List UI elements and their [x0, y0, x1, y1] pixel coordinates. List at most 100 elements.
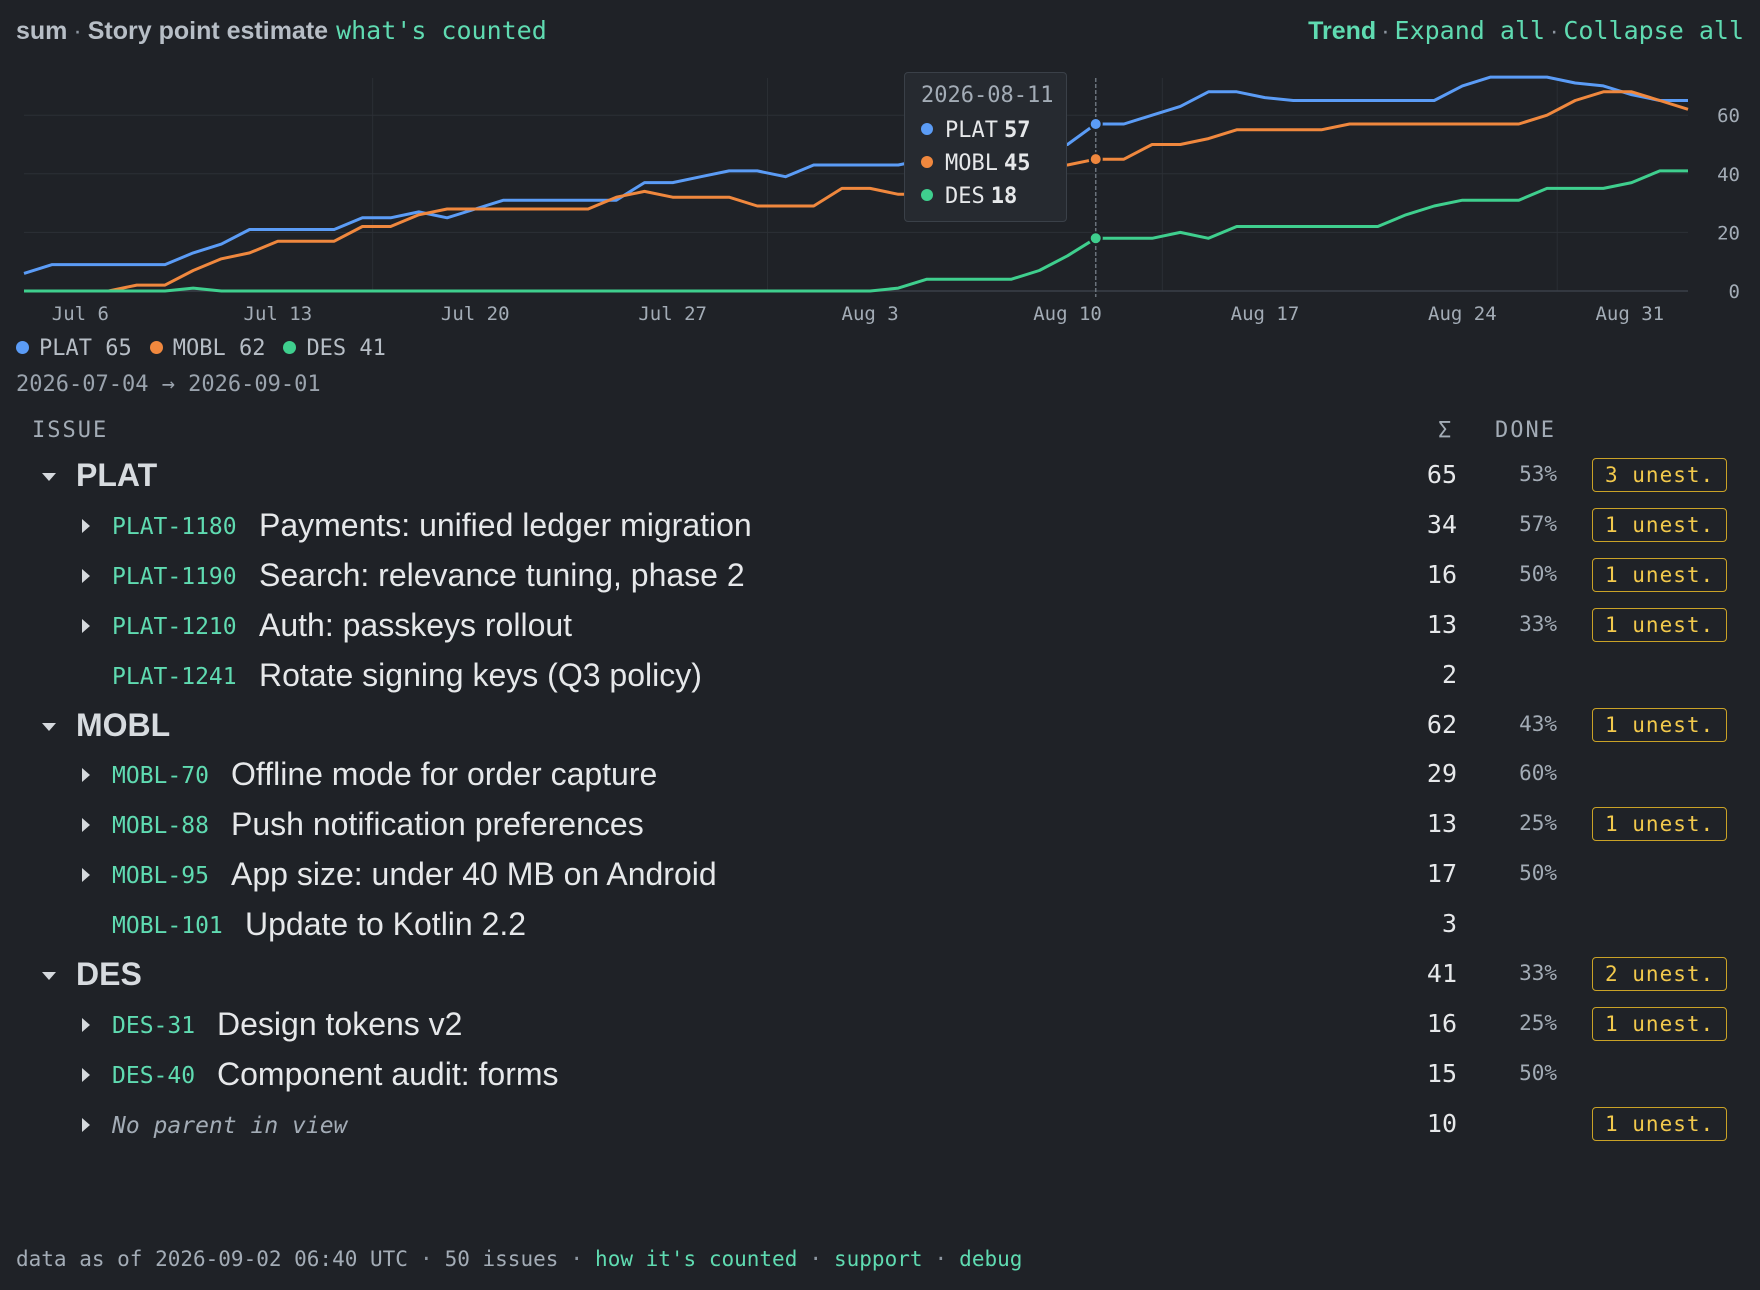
- chevron-right-icon[interactable]: [82, 1017, 90, 1032]
- unestimated-badge[interactable]: 1 unest.: [1592, 607, 1728, 642]
- separator: ·: [809, 1247, 822, 1271]
- unestimated-badge[interactable]: 2 unest.: [1592, 957, 1728, 991]
- x-tick-label: Jul 20: [441, 303, 510, 325]
- tooltip-row-plat: PLAT 57: [921, 114, 1066, 147]
- sum-value: 13: [1426, 809, 1457, 839]
- group-row-mobl[interactable]: MOBL 62 43% 1 unest.: [0, 698, 1760, 754]
- trend-chart[interactable]: 0 20 40 60 Jul 6 Jul 13 Jul 20 Jul 27 Aug 3 Aug 1…: [0, 58, 1760, 336]
- sum-value: 65: [1426, 460, 1457, 489]
- unestimated-badge[interactable]: 1 unest.: [1592, 707, 1728, 742]
- issue-row[interactable]: PLAT-1241 Rotate signing keys (Q3 policy)…: [0, 648, 1760, 704]
- trend-toggle[interactable]: Trend: [1308, 17, 1377, 45]
- issue-key-link[interactable]: MOBL-101: [112, 913, 223, 940]
- unestimated-badge[interactable]: 1 unest.: [1592, 1006, 1728, 1041]
- separator: ·: [419, 1247, 433, 1271]
- issue-row[interactable]: No parent in view 10 1 unest.: [0, 1097, 1760, 1153]
- top-bar: sum · Story point estimate what's counted T…: [16, 14, 1744, 50]
- issue-key-link[interactable]: PLAT-1190: [112, 563, 237, 590]
- column-header-sum: Σ: [1438, 418, 1454, 443]
- issue-key-link[interactable]: MOBL-70: [112, 763, 209, 790]
- series-line-mobl: [24, 90, 1689, 293]
- done-percent: 53%: [1519, 462, 1557, 486]
- unestimated-badge[interactable]: 1 unest.: [1592, 1106, 1728, 1141]
- chevron-down-icon[interactable]: [42, 473, 56, 481]
- issue-title: Rotate signing keys (Q3 policy): [259, 656, 702, 693]
- how-counted-link[interactable]: how it's counted: [595, 1247, 798, 1271]
- issue-row[interactable]: PLAT-1190 Search: relevance tuning, phase…: [0, 548, 1760, 604]
- issue-title: Component audit: forms: [217, 1055, 559, 1092]
- no-parent-label: No parent in view: [112, 1112, 348, 1139]
- issue-key-link[interactable]: PLAT-1180: [112, 513, 237, 540]
- issue-row[interactable]: MOBL-101 Update to Kotlin 2.2 3: [0, 897, 1760, 953]
- table-header: ISSUE Σ DONE: [0, 416, 1760, 448]
- tooltip-series-name: MOBL: [945, 151, 998, 176]
- separator: ·: [73, 17, 82, 45]
- done-percent: 33%: [1519, 611, 1557, 636]
- legend-label: DES 41: [306, 336, 386, 361]
- issue-row[interactable]: DES-40 Component audit: forms 15 50%: [0, 1047, 1760, 1103]
- done-percent: 43%: [1519, 711, 1557, 736]
- separator: ·: [1381, 17, 1390, 45]
- unestimated-badge[interactable]: 1 unest.: [1592, 507, 1728, 542]
- chevron-down-icon[interactable]: [42, 972, 56, 980]
- unestimated-badge[interactable]: 1 unest.: [1592, 557, 1728, 592]
- issue-title: Search: relevance tuning, phase 2: [259, 556, 745, 593]
- unestimated-badge[interactable]: 1 unest.: [1592, 807, 1728, 842]
- collapse-all-button[interactable]: Collapse all: [1563, 16, 1744, 45]
- aggregation-label: sum: [16, 17, 68, 45]
- data-timestamp: data as of 2026-09-02 06:40 UTC: [16, 1247, 408, 1271]
- tooltip-series-value: 57: [1003, 118, 1031, 143]
- chevron-down-icon[interactable]: [42, 722, 56, 731]
- legend-dot-icon: [16, 340, 29, 354]
- chevron-right-icon[interactable]: [82, 1067, 90, 1082]
- date-range: 2026-07-04 → 2026-09-01: [16, 372, 321, 397]
- tooltip-series-name: PLAT: [945, 118, 998, 143]
- legend-dot-icon: [149, 340, 163, 354]
- issue-key-link[interactable]: PLAT-1241: [112, 663, 237, 690]
- group-label: PLAT: [76, 457, 158, 493]
- legend-item[interactable]: MOBL 62: [149, 336, 265, 361]
- sum-value: 13: [1426, 609, 1457, 639]
- issue-row[interactable]: MOBL-70 Offline mode for order capture 29 6…: [0, 747, 1760, 803]
- group-label: DES: [76, 956, 142, 992]
- legend-item[interactable]: DES 41: [283, 336, 386, 361]
- series-dot-icon: [921, 189, 933, 201]
- chart-legend: PLAT 65 MOBL 62 DES 41: [16, 336, 404, 361]
- support-link[interactable]: support: [834, 1247, 923, 1271]
- unestimated-badge[interactable]: 3 unest.: [1592, 458, 1728, 492]
- expand-all-button[interactable]: Expand all: [1394, 16, 1546, 45]
- whats-counted-link[interactable]: what's counted: [336, 16, 547, 45]
- chevron-right-icon[interactable]: [82, 518, 90, 533]
- issue-key-link[interactable]: MOBL-88: [112, 813, 209, 840]
- y-tick-label: 60: [1717, 105, 1740, 127]
- legend-item[interactable]: PLAT 65: [16, 336, 132, 361]
- sum-value: 16: [1426, 559, 1457, 589]
- issue-key-link[interactable]: DES-40: [112, 1062, 196, 1089]
- issue-row[interactable]: PLAT-1210 Auth: passkeys rollout 13 33% 1 un…: [0, 598, 1760, 654]
- chevron-right-icon[interactable]: [82, 818, 90, 833]
- done-percent: 60%: [1519, 761, 1557, 786]
- y-tick-label: 20: [1717, 222, 1740, 244]
- done-percent: 50%: [1519, 1060, 1557, 1085]
- group-row-plat[interactable]: PLAT 65 53% 3 unest.: [0, 448, 1760, 504]
- chevron-right-icon[interactable]: [82, 568, 90, 583]
- issue-key-link[interactable]: MOBL-95: [112, 863, 209, 890]
- issue-row[interactable]: MOBL-95 App size: under 40 MB on Android 1…: [0, 847, 1760, 903]
- issue-row[interactable]: MOBL-88 Push notification preferences 13 25…: [0, 797, 1760, 853]
- separator: ·: [570, 1247, 584, 1271]
- chevron-right-icon[interactable]: [82, 868, 90, 883]
- sum-value: 17: [1426, 859, 1457, 889]
- x-tick-label: Jul 6: [52, 303, 109, 325]
- view-controls: Trend · Expand all · Collapse all: [1308, 16, 1744, 46]
- group-row-des[interactable]: DES 41 33% 2 unest.: [0, 947, 1760, 1003]
- debug-link[interactable]: debug: [959, 1247, 1023, 1271]
- footer: data as of 2026-09-02 06:40 UTC · 50 issue…: [16, 1247, 1022, 1271]
- issue-key-link[interactable]: DES-31: [112, 1012, 196, 1039]
- issue-row[interactable]: PLAT-1180 Payments: unified ledger migrat…: [0, 498, 1760, 554]
- issue-key-link[interactable]: PLAT-1210: [112, 613, 237, 640]
- chevron-right-icon[interactable]: [82, 618, 90, 633]
- issue-row[interactable]: DES-31 Design tokens v2 16 25% 1 unest.: [0, 997, 1760, 1053]
- chevron-right-icon[interactable]: [82, 1117, 90, 1132]
- chevron-right-icon[interactable]: [82, 768, 90, 783]
- legend-label: PLAT 65: [39, 336, 132, 361]
